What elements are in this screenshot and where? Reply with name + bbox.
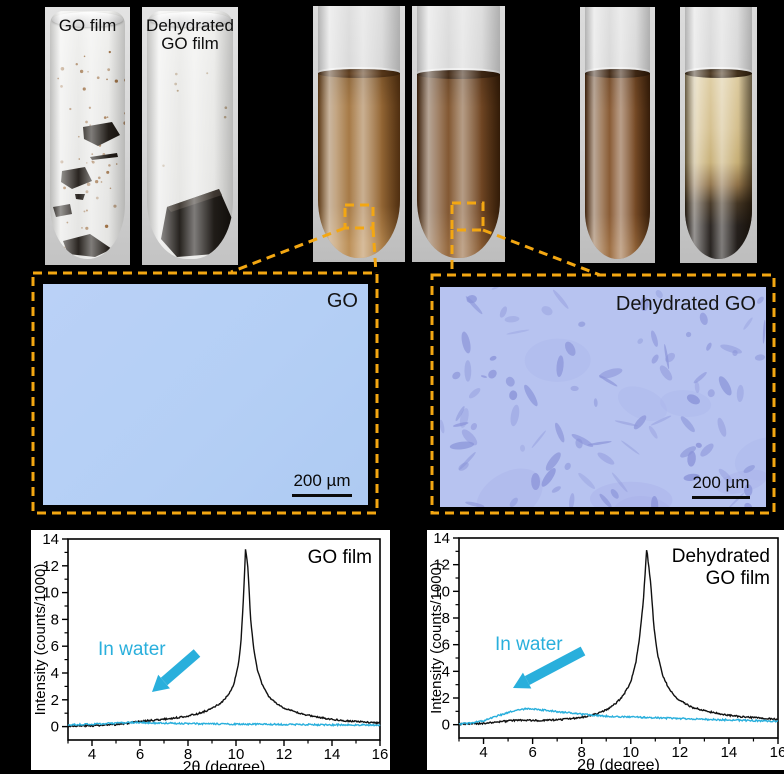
go-film-flakes	[53, 50, 125, 259]
scale-bar-right: 200 µm	[692, 473, 750, 499]
series-dry	[67, 549, 381, 728]
go-dispersion-liquid	[318, 69, 400, 258]
in-water-annotation: In water	[98, 639, 166, 660]
y-tick-label: 12	[42, 558, 59, 575]
x-tick-label: 16	[372, 746, 389, 763]
microscopy-go-label: GO	[326, 290, 358, 312]
in-water-annotation: In water	[495, 634, 563, 655]
y-tick-label: 8	[51, 611, 59, 628]
microscopy-image-go: GO 200 µm	[43, 284, 368, 505]
test-tube	[147, 11, 233, 259]
xrd-chart-go-film-plot: 4 6 8 10 12 14 16 0 2 4 6 8 10 12 14 2θ (degree) Intensi…	[32, 531, 389, 774]
scale-bar-right-line	[692, 496, 750, 499]
x-tick-label: 6	[136, 746, 144, 763]
scale-bar-right-text: 200 µm	[692, 473, 750, 492]
dehydrated-film-shape	[161, 72, 233, 257]
x-tick-label: 8	[184, 746, 192, 763]
x-tick-label: 10	[622, 744, 639, 761]
x-tick-label: 10	[228, 746, 245, 763]
in-water-arrow-shaft	[524, 646, 586, 685]
meniscus	[585, 69, 650, 78]
dehydrated-go-dispersion-liquid	[417, 70, 500, 258]
series-in-water	[458, 707, 779, 726]
test-tube	[585, 7, 650, 259]
sample-annotation: GO film	[706, 568, 770, 589]
xrd-chart-dehydrated-go-film: 4 6 8 10 12 14 16 0 2 4 6 8 10 12 14 2θ (degree) Intensi…	[427, 530, 784, 774]
x-tick-label: 6	[528, 744, 536, 761]
x-tick-label: 12	[672, 744, 689, 761]
y-tick-label: 8	[442, 610, 450, 627]
y-tick-label: 10	[42, 585, 59, 602]
go-film-tube-label: GO film	[58, 16, 117, 35]
photo-go-film-in-water: GO film	[45, 7, 130, 265]
in-water-arrow-head	[152, 674, 170, 692]
y-tick-label: 4	[51, 665, 59, 682]
test-tube	[417, 6, 500, 258]
meniscus	[685, 69, 752, 78]
y-tick-label: 12	[433, 557, 450, 574]
dehydrated-tube-label: Dehydrated GO film	[142, 17, 238, 52]
x-tick-label: 8	[578, 744, 586, 761]
y-tick-label: 4	[442, 663, 450, 680]
test-tube	[685, 7, 752, 259]
x-axis-title: 2θ (degree)	[183, 759, 266, 774]
photo-dehydrated-go-film-in-water: Dehydrated GO film	[142, 7, 238, 265]
stable-dispersion-liquid	[585, 69, 650, 259]
xrd-chart-dehydrated-go-film-plot: 4 6 8 10 12 14 16 0 2 4 6 8 10 12 14 2θ (degree) Intensi…	[428, 530, 784, 774]
photo-sedimented-dispersion-tube	[680, 7, 757, 263]
scale-bar-left: 200 µm	[292, 471, 352, 497]
tube-rim	[52, 12, 123, 27]
photo-go-dispersion-tube	[313, 6, 405, 262]
x-axis-title: 2θ (degree)	[577, 757, 660, 774]
series-dry	[458, 550, 779, 726]
y-tick-label: 6	[51, 638, 59, 655]
dehydrated-tube-label-line1: Dehydrated	[146, 16, 234, 35]
microscopy-image-dehydrated-go: Dehydrated GO 200 µm	[440, 287, 766, 507]
photo-stable-dispersion-tube	[580, 7, 655, 263]
y-axis-title: Intensity (counts/1000)	[428, 562, 445, 714]
scale-bar-left-line	[292, 494, 352, 497]
y-tick-label: 6	[442, 637, 450, 654]
sedimented-dispersion-liquid	[685, 69, 752, 259]
meniscus	[417, 70, 500, 79]
x-tick-label: 4	[479, 744, 487, 761]
y-tick-label: 10	[433, 583, 450, 600]
plot-frame	[458, 537, 779, 739]
y-tick-label: 2	[51, 692, 59, 709]
in-water-arrow-shaft	[160, 649, 201, 686]
xrd-chart-go-film: 4 6 8 10 12 14 16 0 2 4 6 8 10 12 14 2θ (degree) Intensi…	[31, 530, 390, 774]
series-in-water	[67, 720, 381, 728]
y-tick-label: 0	[51, 719, 59, 736]
y-axis-title: Intensity (counts/1000)	[32, 564, 49, 716]
test-tube	[50, 11, 125, 259]
microscopy-dehydrated-go-label: Dehydrated GO	[615, 293, 756, 315]
x-tick-label: 14	[721, 744, 738, 761]
x-tick-label: 14	[324, 746, 341, 763]
x-tick-label: 4	[88, 746, 96, 763]
in-water-arrow-head	[513, 672, 532, 689]
test-tube	[318, 6, 400, 258]
tube-rim	[149, 12, 231, 27]
sample-annotation: GO film	[308, 547, 372, 568]
meniscus	[318, 69, 400, 78]
x-tick-label: 16	[770, 744, 784, 761]
scale-bar-left-text: 200 µm	[293, 471, 351, 490]
y-tick-label: 14	[42, 531, 59, 548]
plot-frame	[67, 538, 381, 741]
y-tick-label: 0	[442, 717, 450, 734]
photo-dehydrated-go-dispersion-tube	[412, 6, 505, 262]
y-tick-label: 14	[433, 530, 450, 547]
x-tick-label: 12	[276, 746, 293, 763]
sample-annotation: Dehydrated	[672, 546, 770, 567]
dehydrated-tube-label-line2: GO film	[161, 34, 219, 53]
y-tick-label: 2	[442, 690, 450, 707]
